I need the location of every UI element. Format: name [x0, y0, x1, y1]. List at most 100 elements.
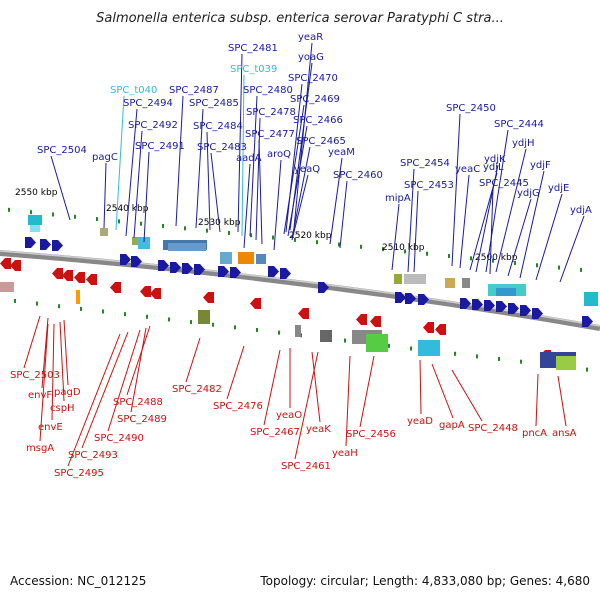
reverse-gene-arrow [370, 316, 381, 327]
gene-label[interactable]: yoaG [298, 52, 324, 63]
gene-label[interactable]: SPC_2461 [281, 461, 331, 472]
gene-label[interactable]: pncA [522, 428, 547, 439]
gene-leader-line [489, 188, 494, 275]
gene-label[interactable]: SPC_2467 [250, 427, 300, 438]
gene-label[interactable]: SPC_t039 [230, 64, 277, 75]
gene-leader-line [273, 159, 282, 251]
gene-leader-line [535, 373, 539, 427]
gene-label[interactable]: SPC_2484 [193, 121, 243, 132]
gene-label[interactable]: pagD [54, 387, 81, 398]
gene-label[interactable]: SPC_2495 [54, 468, 104, 479]
gene-label[interactable]: SPC_2445 [479, 178, 529, 189]
track-tick [492, 258, 494, 263]
gene-label[interactable]: SPC_2453 [404, 180, 454, 191]
reverse-gene-arrow [423, 322, 434, 333]
gene-label[interactable]: SPC_2493 [68, 450, 118, 461]
gene-label[interactable]: msgA [26, 443, 54, 454]
gene-leader-line [359, 355, 375, 428]
forward-gene-arrow [158, 260, 169, 271]
gene-label[interactable]: yeaH [332, 448, 358, 459]
gene-leader-line [451, 113, 461, 267]
gene-label[interactable]: envE [38, 422, 63, 433]
gene-label[interactable]: pagC [92, 152, 118, 163]
gene-label[interactable]: mipA [385, 193, 411, 204]
gene-label[interactable]: SPC_2456 [346, 429, 396, 440]
gene-label[interactable]: SPC_2488 [113, 397, 163, 408]
gene-label[interactable]: SPC_2465 [296, 136, 346, 147]
gene-label[interactable]: ydjF [530, 160, 551, 171]
gene-label[interactable]: SPC_2454 [400, 158, 450, 169]
gene-leader-line [67, 333, 121, 467]
gene-leader-line [287, 125, 308, 237]
gene-label[interactable]: SPC_2491 [135, 141, 185, 152]
track-tick [520, 359, 522, 364]
gene-leader-line [293, 42, 313, 229]
annotation-block [100, 228, 108, 236]
gene-leader-line [329, 157, 343, 245]
gene-label[interactable]: cspH [50, 403, 75, 414]
gene-leader-line [81, 331, 129, 449]
gene-label[interactable]: SPC_2482 [172, 384, 222, 395]
gene-label[interactable]: yeaO [276, 410, 302, 421]
gene-label[interactable]: ydjK [484, 154, 506, 165]
gene-label[interactable]: SPC_2466 [293, 115, 343, 126]
annotation-block [295, 325, 301, 337]
gene-label[interactable]: aadA [236, 153, 262, 164]
gene-label[interactable]: SPC_2483 [197, 142, 247, 153]
gene-label[interactable]: SPC_2490 [94, 433, 144, 444]
gene-label[interactable]: SPC_2503 [10, 370, 60, 381]
gene-label[interactable]: yeaC [455, 164, 480, 175]
gene-label[interactable]: SPC_2478 [246, 107, 296, 118]
forward-gene-arrow [218, 266, 229, 277]
gene-label[interactable]: SPC_2481 [228, 43, 278, 54]
gene-label[interactable]: SPC_2476 [213, 401, 263, 412]
reverse-gene-arrow [150, 288, 161, 299]
gene-leader-line [195, 108, 204, 229]
gene-label[interactable]: yeaK [306, 424, 331, 435]
gene-label[interactable]: ydjE [548, 183, 569, 194]
gene-label[interactable]: SPC_2492 [128, 120, 178, 131]
scale-label: 2540 kbp [106, 204, 149, 214]
accession-text: Accession: NC_012125 [10, 574, 147, 588]
gene-label[interactable]: yeaD [407, 416, 433, 427]
gene-label[interactable]: ansA [552, 428, 577, 439]
track-tick [316, 240, 318, 245]
gene-label[interactable]: SPC_2504 [37, 145, 87, 156]
gene-label[interactable]: ydjL [483, 162, 504, 173]
track-tick [558, 265, 560, 270]
gene-label[interactable]: SPC_2487 [169, 85, 219, 96]
gene-label[interactable]: SPC_2494 [123, 98, 173, 109]
gene-label[interactable]: gapA [439, 420, 465, 431]
track-tick [80, 306, 82, 311]
forward-gene-arrow [532, 308, 543, 319]
gene-label[interactable]: SPC_2460 [333, 170, 383, 181]
scale-label: 2510 kbp [382, 243, 425, 253]
gene-label[interactable]: SPC_2480 [243, 85, 293, 96]
gene-label[interactable]: SPC_2444 [494, 119, 544, 130]
gene-label[interactable]: SPC_2469 [290, 94, 340, 105]
gene-label[interactable]: ydjA [570, 205, 592, 216]
gene-leader-line [451, 369, 483, 422]
gene-label[interactable]: SPC_t040 [110, 85, 157, 96]
gene-label[interactable]: SPC_2450 [446, 103, 496, 114]
gene-label[interactable]: ydjG [517, 188, 540, 199]
track-tick [470, 256, 472, 261]
gene-label[interactable]: envF [28, 390, 52, 401]
gene-label[interactable]: SPC_2470 [288, 73, 338, 84]
gene-label[interactable]: SPC_2477 [245, 129, 295, 140]
gene-label[interactable]: yeaM [328, 147, 355, 158]
gene-label[interactable]: aroQ [267, 149, 291, 160]
gene-label[interactable]: yeaR [298, 32, 323, 43]
gene-label[interactable]: yeaQ [294, 164, 320, 175]
gene-label[interactable]: SPC_2448 [468, 423, 518, 434]
gene-leader-line [413, 190, 419, 273]
gene-label[interactable]: ydjH [512, 138, 535, 149]
gene-leader-line [115, 95, 125, 231]
annotation-block [418, 340, 440, 356]
reverse-gene-arrow [140, 286, 151, 297]
track-tick [410, 346, 412, 351]
gene-label[interactable]: SPC_2489 [117, 414, 167, 425]
gene-label[interactable]: SPC_2485 [189, 98, 239, 109]
reverse-gene-arrow [435, 324, 446, 335]
